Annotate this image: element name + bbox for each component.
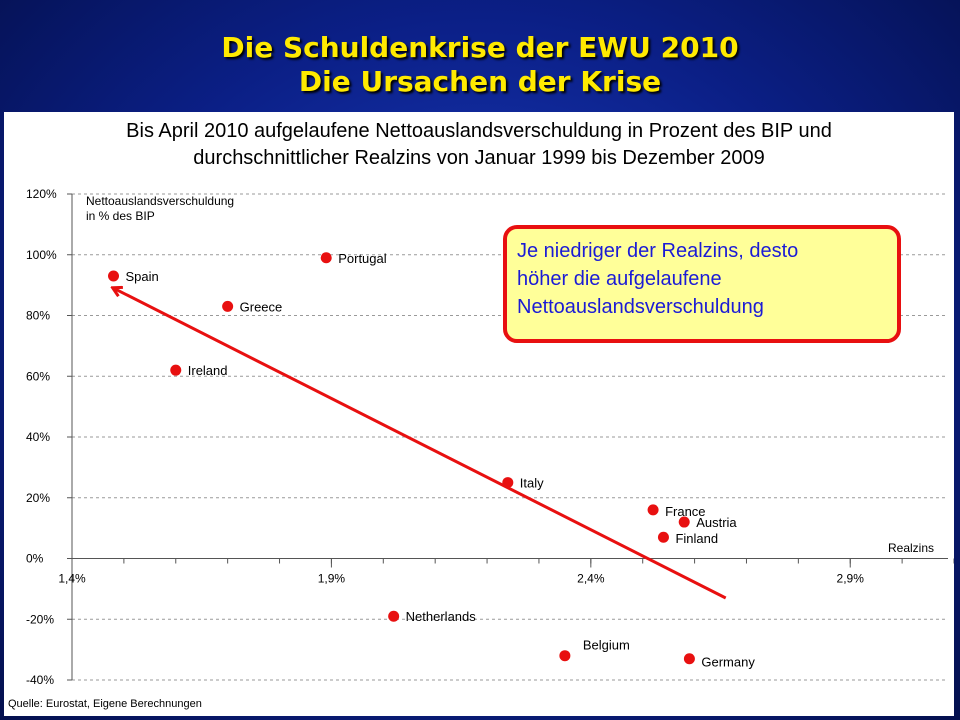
x-tick-label: 2,4%: [577, 572, 605, 586]
point-label-italy: Italy: [520, 476, 544, 491]
point-label-germany: Germany: [701, 655, 755, 670]
chart-title: Bis April 2010 aufgelaufene Nettoausland…: [4, 118, 954, 172]
data-point-spain: [108, 270, 120, 282]
trend-arrow: [114, 288, 727, 600]
y-axis-label-line-1: Nettoauslandsverschuldung: [86, 194, 234, 208]
callout-line-3: Nettoauslandsverschuldung: [517, 296, 764, 318]
point-label-france: France: [665, 504, 705, 519]
data-point-ireland: [170, 364, 182, 376]
data-point-netherlands: [388, 610, 400, 622]
slide-title-line-2: Die Ursachen der Krise: [298, 65, 662, 98]
trend-arrow-group: [114, 288, 727, 600]
data-point-belgium: [559, 650, 571, 662]
y-axis-label-line-2: in % des BIP: [86, 209, 155, 223]
axes: [67, 193, 954, 681]
y-tick-label: 60%: [26, 369, 50, 383]
y-tick-label: 20%: [26, 491, 50, 505]
x-tick-label: 1,4%: [58, 572, 86, 586]
scatter-chart: 120% 100% 80% 60% 40% 20% 0% -20% -40% 1,4% 1,9% 2,…: [26, 187, 954, 687]
chart-title-line-1: Bis April 2010 aufgelaufene Nettoausland…: [126, 120, 832, 142]
y-tick-label: 40%: [26, 430, 50, 444]
y-tick-label: 100%: [26, 248, 57, 262]
callout-line-2: höher die aufgelaufene: [517, 268, 722, 290]
y-tick-label: -20%: [26, 612, 54, 626]
data-point-finland: [657, 531, 669, 543]
callout-line-1: Je niedriger der Realzins, desto: [517, 240, 799, 262]
data-point-france: [647, 504, 659, 516]
data-point-italy: [502, 477, 514, 489]
data-point-germany: [683, 653, 695, 665]
source-note: Quelle: Eurostat, Eigene Berechnungen: [8, 698, 202, 710]
y-tick-label: -40%: [26, 673, 54, 687]
y-tick-label: 120%: [26, 187, 57, 201]
point-label-netherlands: Netherlands: [406, 609, 477, 624]
callout-box: Je niedriger der Realzins, desto höher d…: [503, 225, 901, 343]
point-label-ireland: Ireland: [188, 363, 228, 378]
x-axis-label: Realzins: [888, 541, 934, 555]
point-label-austria: Austria: [696, 515, 737, 530]
data-points: Spain Portugal Greece Ireland Italy FranceAus…: [108, 251, 755, 670]
data-point-austria: [678, 516, 690, 528]
tick-labels: 120% 100% 80% 60% 40% 20% 0% -20% -40% 1,4% 1,9% 2,…: [26, 187, 864, 687]
y-tick-label: 80%: [26, 309, 50, 323]
point-label-belgium: Belgium: [583, 638, 630, 653]
point-label-finland: Finland: [675, 531, 718, 546]
point-label-portugal: Portugal: [338, 251, 387, 266]
point-label-spain: Spain: [126, 269, 159, 284]
y-tick-label: 0%: [26, 552, 44, 566]
chart-panel: Bis April 2010 aufgelaufene Nettoausland…: [4, 112, 954, 716]
x-tick-label: 2,9%: [837, 572, 865, 586]
data-point-portugal: [320, 252, 332, 264]
point-label-greece: Greece: [240, 299, 283, 314]
data-point-greece: [222, 300, 234, 312]
chart-title-line-2: durchschnittlicher Realzins von Januar 1…: [193, 147, 765, 169]
slide-title: Die Schuldenkrise der EWU 2010 Die Ursac…: [0, 0, 960, 110]
x-tick-label: 1,9%: [318, 572, 346, 586]
slide-title-line-1: Die Schuldenkrise der EWU 2010: [221, 31, 739, 64]
